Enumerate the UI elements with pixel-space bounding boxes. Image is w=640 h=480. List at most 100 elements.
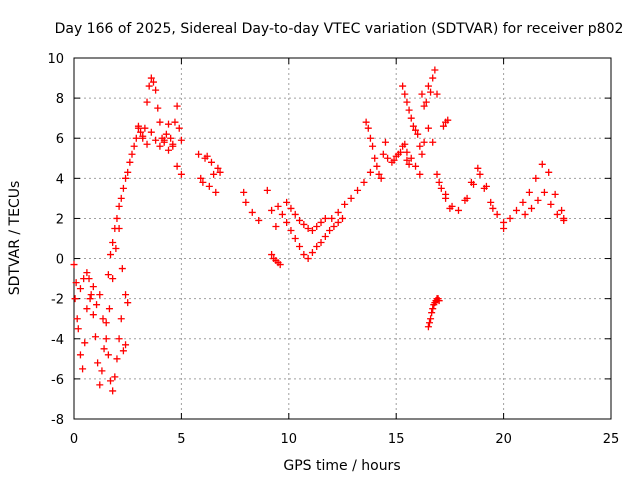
data-point	[532, 174, 540, 182]
data-point	[360, 178, 368, 186]
data-point	[287, 204, 295, 212]
data-series	[268, 251, 284, 269]
data-point	[81, 339, 89, 347]
data-point	[74, 325, 82, 333]
data-point	[304, 224, 312, 232]
data-point	[551, 190, 559, 198]
data-point	[540, 188, 548, 196]
data-point	[175, 124, 183, 132]
data-point	[109, 239, 117, 247]
data-point	[444, 116, 452, 124]
data-point	[147, 128, 155, 136]
data-point	[339, 214, 346, 222]
y-tick-label: 6	[56, 132, 64, 147]
data-point	[199, 178, 207, 186]
data-point	[377, 174, 385, 182]
data-point	[143, 140, 151, 148]
data-point	[203, 152, 211, 160]
data-series	[283, 198, 329, 234]
data-series	[104, 124, 142, 279]
data-point	[381, 138, 389, 146]
y-tick-label: -2	[51, 293, 64, 308]
data-point	[287, 226, 295, 234]
data-point	[364, 124, 372, 132]
x-tick-label: 10	[281, 432, 298, 447]
data-point	[99, 315, 107, 323]
data-point	[152, 86, 160, 94]
data-series	[240, 186, 280, 230]
data-point	[83, 305, 91, 313]
data-point	[470, 180, 478, 188]
data-point	[482, 182, 490, 190]
data-point	[371, 154, 379, 162]
data-point	[93, 301, 101, 309]
data-point	[429, 138, 437, 146]
data-point	[107, 377, 115, 385]
data-point	[525, 188, 533, 196]
data-point	[96, 381, 104, 389]
data-point	[76, 351, 84, 359]
data-point	[147, 74, 155, 82]
x-axis-label: GPS time / hours	[283, 458, 400, 474]
data-point	[328, 214, 336, 222]
data-point	[375, 170, 383, 178]
data-point	[72, 279, 80, 287]
data-point	[210, 170, 218, 178]
data-series	[70, 261, 130, 395]
data-series	[435, 164, 508, 226]
data-point	[112, 245, 120, 253]
data-point	[145, 82, 153, 90]
data-point	[240, 188, 248, 196]
data-point	[173, 102, 181, 110]
data-series	[424, 295, 443, 331]
data-point	[177, 136, 185, 144]
data-point	[154, 104, 162, 112]
data-point	[373, 162, 381, 170]
data-point	[326, 226, 334, 234]
data-point	[405, 106, 413, 114]
plot-frame	[73, 57, 612, 420]
data-point	[435, 297, 443, 305]
x-tick-label: 20	[495, 432, 512, 447]
data-point	[379, 150, 387, 158]
data-point	[308, 249, 316, 257]
x-tick-label: 5	[177, 432, 185, 447]
data-point	[132, 134, 140, 142]
chart-title: Day 166 of 2025, Sidereal Day-to-day VTE…	[55, 21, 624, 37]
data-point	[493, 210, 501, 218]
data-point	[100, 345, 108, 353]
y-tick-label: 4	[56, 172, 64, 187]
y-tick-label: 10	[47, 52, 64, 67]
data-point	[428, 309, 436, 317]
data-point	[399, 82, 407, 90]
data-point	[169, 140, 177, 148]
data-point	[420, 138, 428, 146]
data-point	[173, 162, 181, 170]
data-point	[212, 188, 220, 196]
data-point	[407, 114, 415, 122]
data-point	[519, 198, 527, 206]
data-point	[538, 160, 546, 168]
data-point	[141, 124, 149, 132]
data-point	[73, 315, 81, 323]
data-point	[424, 124, 432, 132]
x-tick-label: 0	[70, 432, 78, 447]
data-point	[283, 198, 291, 206]
data-series	[521, 188, 568, 224]
data-point	[500, 224, 508, 232]
data-point	[79, 365, 87, 373]
data-point	[390, 156, 398, 164]
data-point	[165, 120, 173, 128]
data-point	[487, 198, 495, 206]
data-point	[119, 184, 127, 192]
data-point	[405, 160, 413, 168]
data-point	[384, 154, 392, 162]
data-point	[83, 269, 91, 277]
data-point	[242, 198, 250, 206]
data-point	[117, 194, 125, 202]
data-point	[300, 251, 308, 259]
data-point	[553, 210, 561, 218]
data-point	[304, 255, 312, 263]
data-point	[89, 311, 97, 319]
data-point	[500, 218, 508, 226]
